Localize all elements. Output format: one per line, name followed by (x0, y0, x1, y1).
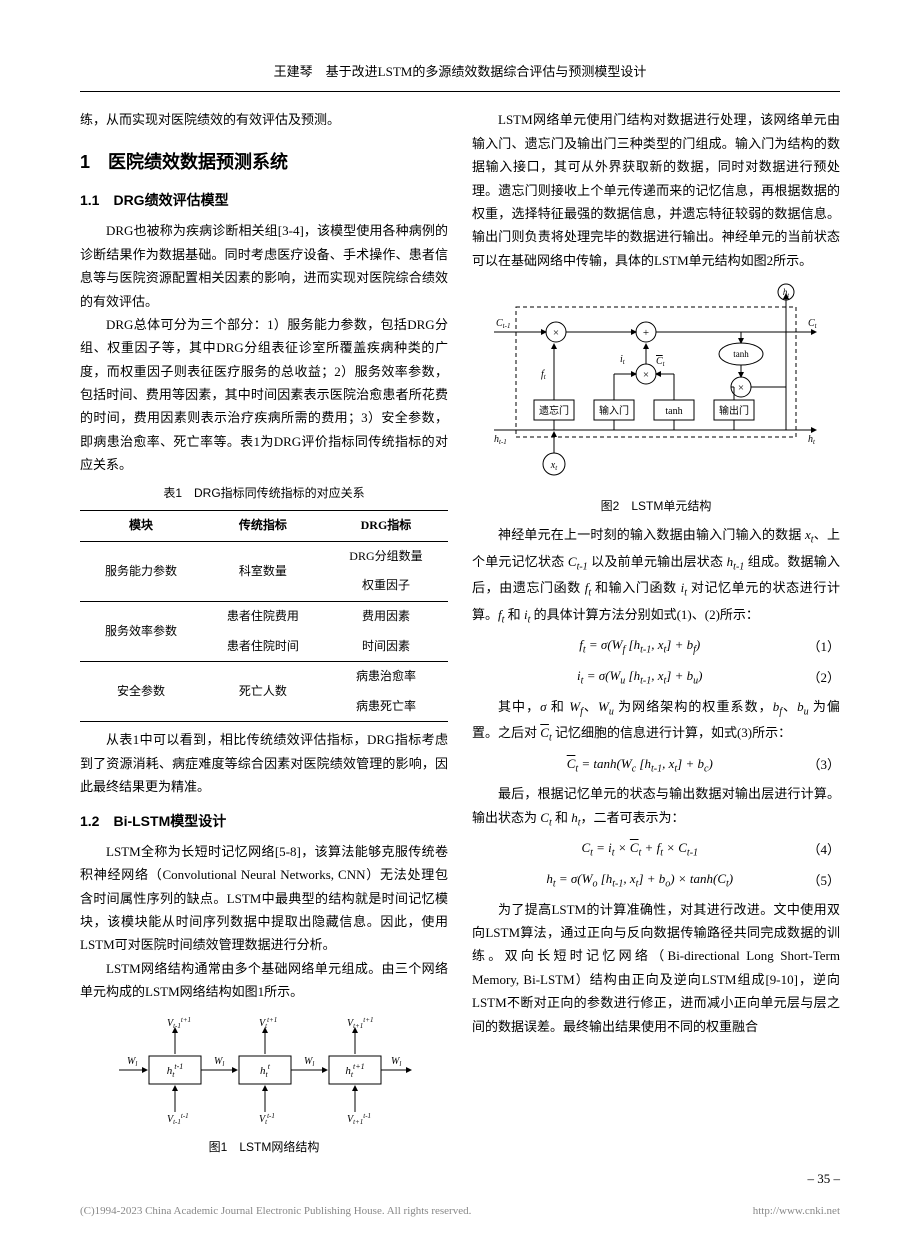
table-header: DRG指标 (324, 511, 448, 542)
table-cell: 费用因素 (324, 602, 448, 632)
table-1: 模块 传统指标 DRG指标 服务能力参数 科室数量 DRG分组数量 权重因子 服… (80, 510, 448, 722)
table-header: 模块 (80, 511, 202, 542)
paragraph: DRG也被称为疾病诊断相关组[3-4]，该模型使用各种病例的诊断结果作为数据基础… (80, 219, 448, 313)
footer-url: http://www.cnki.net (753, 1202, 840, 1222)
svg-text:输入门: 输入门 (599, 404, 629, 417)
table-cell: 权重因子 (324, 571, 448, 601)
table-cell: 服务效率参数 (80, 602, 202, 662)
svg-text:Vt-1t+1: Vt-1t+1 (167, 1016, 191, 1030)
svg-text:Wl: Wl (127, 1056, 137, 1068)
section-1-2-heading: 1.2 Bi-LSTM模型设计 (80, 809, 448, 834)
table-cell: 患者住院时间 (202, 632, 324, 662)
table-cell: 时间因素 (324, 632, 448, 662)
svg-text:Vt+1t+1: Vt+1t+1 (347, 1016, 373, 1030)
svg-text:Vt+1t-1: Vt+1t-1 (347, 1112, 371, 1124)
paragraph: LSTM网络结构通常由多个基础网络单元组成。由三个网络单元构成的LSTM网络结构… (80, 957, 448, 1004)
page-number: – 35 – (808, 1167, 841, 1190)
paragraph: DRG总体可分为三个部分：1）服务能力参数，包括DRG分组、权重因子等，其中DR… (80, 313, 448, 477)
svg-text:Wl: Wl (391, 1056, 401, 1068)
footer-copyright: (C)1994-2023 China Academic Journal Elec… (80, 1202, 471, 1222)
svg-text:htt+1: htt+1 (345, 1062, 364, 1079)
paragraph: LSTM网络单元使用门结构对数据进行处理，该网络单元由输入门、遗忘门及输出门三种… (472, 108, 840, 272)
section-1-1-heading: 1.1 DRG绩效评估模型 (80, 188, 448, 213)
svg-text:×: × (643, 369, 649, 381)
paragraph: 从表1中可以看到，相比传统绩效评估指标，DRG指标考虑到了资源消耗、病症难度等综… (80, 728, 448, 798)
table-cell: 病患死亡率 (324, 692, 448, 722)
equation-4: Ct = it × Ct + ft × Ct-1 （4） (472, 836, 840, 863)
svg-text:ft: ft (541, 369, 547, 381)
svg-text:ht: ht (808, 434, 816, 446)
paragraph: 为了提高LSTM的计算准确性，对其进行改进。文中使用双向LSTM算法，通过正向与… (472, 898, 840, 1038)
table-header: 传统指标 (202, 511, 324, 542)
table-cell: 病患治愈率 (324, 662, 448, 692)
svg-text:Vtt-1: Vtt-1 (259, 1112, 275, 1124)
svg-text:it: it (620, 354, 626, 366)
svg-text:Ct: Ct (808, 318, 818, 330)
table-cell: 科室数量 (202, 541, 324, 601)
svg-text:Ct-1: Ct-1 (496, 318, 510, 330)
svg-text:Vt-1t-1: Vt-1t-1 (167, 1112, 189, 1124)
svg-text:遗忘门: 遗忘门 (539, 404, 569, 417)
paragraph: LSTM全称为长短时记忆网络[5-8]，该算法能够克服传统卷积神经网络（Conv… (80, 840, 448, 957)
svg-text:tanh: tanh (665, 406, 682, 417)
figure-1-caption: 图1 LSTM网络结构 (80, 1137, 448, 1159)
svg-text:ht-1: ht-1 (494, 434, 507, 446)
figure-1: htt-1 htt htt+1 Wl Wl Wl Wl Vt-1t+1 Vtt+… (80, 1014, 448, 1159)
svg-text:Wl: Wl (214, 1056, 224, 1068)
table-cell: 服务能力参数 (80, 541, 202, 601)
section-1-heading: 1 医院绩效数据预测系统 (80, 146, 448, 178)
running-header: 王建琴 基于改进LSTM的多源绩效数据综合评估与预测模型设计 (80, 60, 840, 92)
svg-text:×: × (553, 327, 559, 339)
svg-text:×: × (738, 382, 744, 394)
svg-text:Wl: Wl (304, 1056, 314, 1068)
table-1-caption: 表1 DRG指标同传统指标的对应关系 (80, 483, 448, 505)
equation-2: it = σ(Wu [ht-1, xt] + bu) （2） (472, 664, 840, 691)
equation-3: Ct = tanh(Wc [ht-1, xt] + bc) （3） (472, 752, 840, 779)
paragraph: 最后，根据记忆单元的状态与输出数据对输出层进行计算。输出状态为 Ct 和 ht，… (472, 782, 840, 832)
figure-2-caption: 图2 LSTM单元结构 (472, 496, 840, 518)
table-cell: 死亡人数 (202, 662, 324, 722)
table-cell: DRG分组数量 (324, 541, 448, 571)
figure-2: × + tanh × × 遗忘门 输入门 tanh 输出门 Ct-1 Ct ht… (472, 282, 840, 517)
page-footer: (C)1994-2023 China Academic Journal Elec… (80, 1202, 840, 1222)
svg-text:输出门: 输出门 (719, 404, 749, 417)
svg-text:Ct: Ct (656, 356, 666, 368)
svg-text:xt: xt (550, 460, 558, 472)
svg-text:Vtt+1: Vtt+1 (259, 1016, 277, 1030)
svg-text:tanh: tanh (733, 349, 749, 359)
intro-continuation: 练，从而实现对医院绩效的有效评估及预测。 (80, 108, 448, 131)
svg-text:+: + (643, 327, 649, 339)
equation-5: ht = σ(Wo [ht-1, xt] + bo) × tanh(Ct) （5… (472, 867, 840, 894)
table-cell: 患者住院费用 (202, 602, 324, 632)
paragraph: 神经单元在上一时刻的输入数据由输入门输入的数据 xt、上个单元记忆状态 Ct-1… (472, 523, 840, 629)
svg-text:htt-1: htt-1 (167, 1062, 184, 1079)
two-column-body: 练，从而实现对医院绩效的有效评估及预测。 1 医院绩效数据预测系统 1.1 DR… (80, 108, 840, 1168)
equation-1: ft = σ(Wf [ht-1, xt] + bf) （1） (472, 633, 840, 660)
svg-text:htt: htt (260, 1062, 271, 1079)
table-cell: 安全参数 (80, 662, 202, 722)
paragraph: 其中，σ 和 Wf、Wu 为网络架构的权重系数，bf、bu 为偏置。之后对 Ct… (472, 695, 840, 748)
